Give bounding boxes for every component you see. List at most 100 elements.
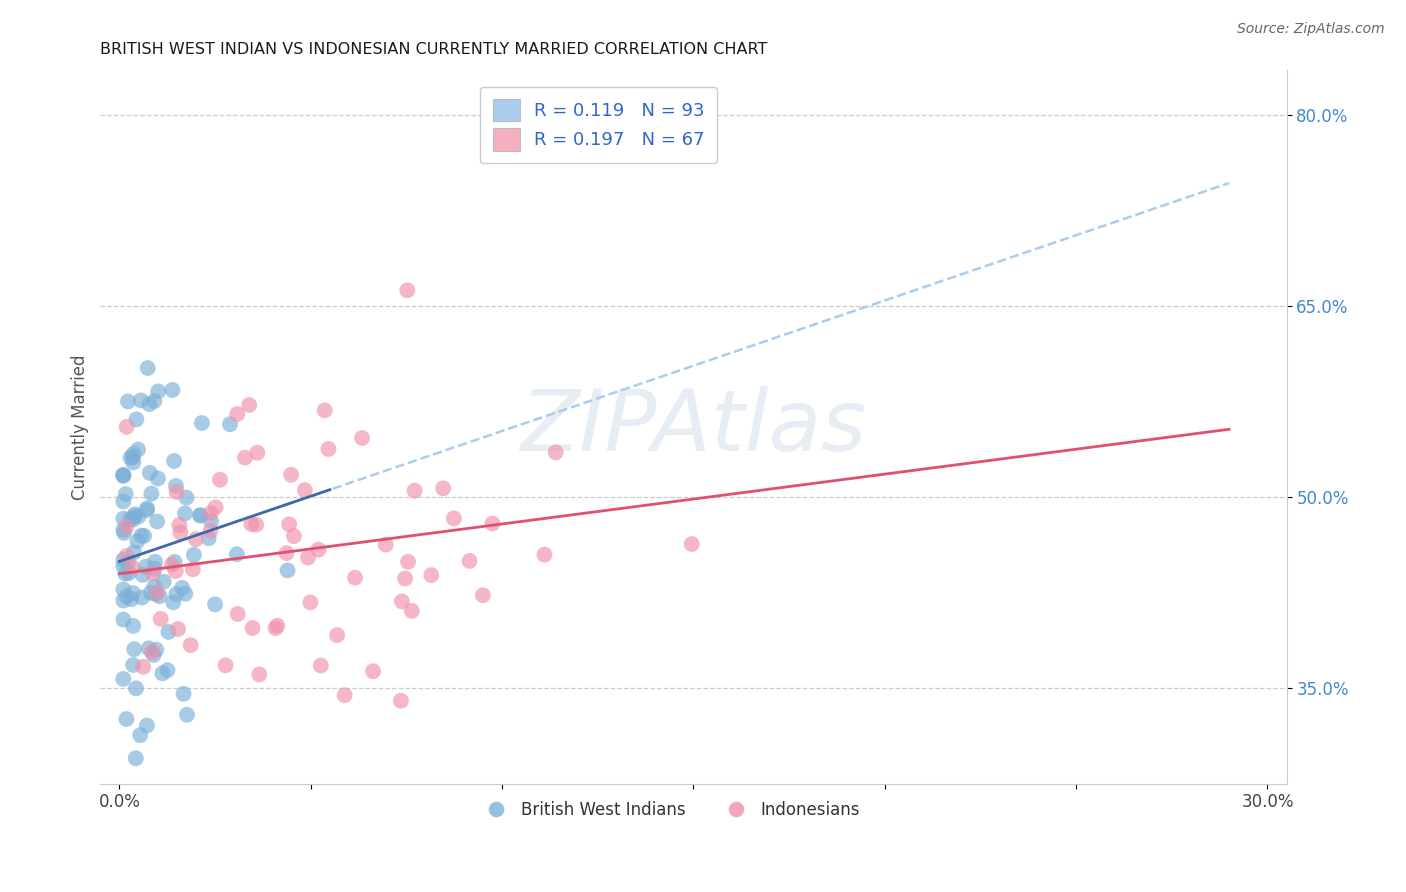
Point [121, 513, 143, 527]
Point [432, 481, 454, 495]
Point [112, 467, 135, 482]
Point [132, 660, 155, 674]
Point [141, 645, 163, 659]
Point [165, 587, 187, 601]
Point [443, 511, 465, 525]
Point [458, 554, 481, 568]
Point [129, 393, 152, 408]
Point [143, 394, 166, 409]
Point [197, 531, 219, 545]
Point [169, 518, 191, 533]
Point [148, 384, 170, 399]
Point [132, 568, 155, 582]
Point [125, 681, 148, 696]
Point [309, 658, 332, 673]
Point [308, 542, 330, 557]
Point [142, 648, 165, 662]
Point [200, 506, 222, 520]
Point [120, 592, 142, 607]
Point [122, 447, 145, 461]
Point [121, 560, 143, 574]
Point [112, 523, 135, 537]
Point [396, 555, 419, 569]
Point [352, 431, 374, 445]
Point [143, 580, 166, 594]
Point [117, 555, 139, 569]
Point [544, 445, 567, 459]
Point [226, 407, 249, 421]
Point [128, 509, 150, 524]
Point [112, 469, 135, 483]
Point [681, 537, 703, 551]
Point [238, 398, 260, 412]
Point [180, 638, 202, 652]
Point [214, 658, 236, 673]
Point [138, 641, 160, 656]
Point [162, 383, 184, 397]
Point [183, 548, 205, 562]
Point [115, 420, 138, 434]
Point [122, 586, 145, 600]
Point [127, 534, 149, 549]
Point [139, 586, 162, 600]
Point [240, 516, 263, 531]
Point [278, 517, 301, 532]
Point [149, 612, 172, 626]
Point [121, 450, 143, 465]
Point [277, 563, 299, 577]
Point [150, 666, 173, 681]
Point [174, 507, 197, 521]
Point [174, 587, 197, 601]
Text: Source: ZipAtlas.com: Source: ZipAtlas.com [1237, 22, 1385, 37]
Point [276, 546, 298, 560]
Point [219, 417, 242, 432]
Point [247, 667, 270, 681]
Point [112, 613, 135, 627]
Point [191, 416, 214, 430]
Point [162, 595, 184, 609]
Point [136, 361, 159, 376]
Point [115, 712, 138, 726]
Point [318, 442, 340, 456]
Point [394, 572, 416, 586]
Point [176, 707, 198, 722]
Point [124, 509, 146, 524]
Point [129, 728, 152, 742]
Point [396, 283, 419, 297]
Point [226, 607, 249, 621]
Point [157, 624, 180, 639]
Point [122, 619, 145, 633]
Legend: British West Indians, Indonesians: British West Indians, Indonesians [472, 794, 868, 825]
Point [167, 622, 190, 636]
Point [176, 491, 198, 505]
Point [173, 687, 195, 701]
Point [266, 619, 288, 633]
Point [204, 598, 226, 612]
Point [136, 503, 159, 517]
Point [297, 550, 319, 565]
Point [145, 642, 167, 657]
Point [149, 589, 172, 603]
Point [135, 559, 157, 574]
Point [156, 663, 179, 677]
Point [361, 664, 384, 678]
Y-axis label: Currently Married: Currently Married [72, 354, 89, 500]
Point [181, 562, 204, 576]
Point [125, 412, 148, 426]
Point [190, 508, 212, 523]
Point [122, 455, 145, 469]
Point [146, 585, 169, 599]
Text: BRITISH WEST INDIAN VS INDONESIAN CURRENTLY MARRIED CORRELATION CHART: BRITISH WEST INDIAN VS INDONESIAN CURREN… [100, 42, 768, 57]
Point [242, 621, 264, 635]
Point [115, 520, 138, 534]
Point [122, 545, 145, 559]
Point [122, 658, 145, 673]
Point [163, 555, 186, 569]
Point [533, 548, 555, 562]
Point [143, 555, 166, 569]
Point [146, 515, 169, 529]
Point [114, 566, 136, 581]
Point [146, 471, 169, 485]
Point [112, 593, 135, 607]
Point [471, 588, 494, 602]
